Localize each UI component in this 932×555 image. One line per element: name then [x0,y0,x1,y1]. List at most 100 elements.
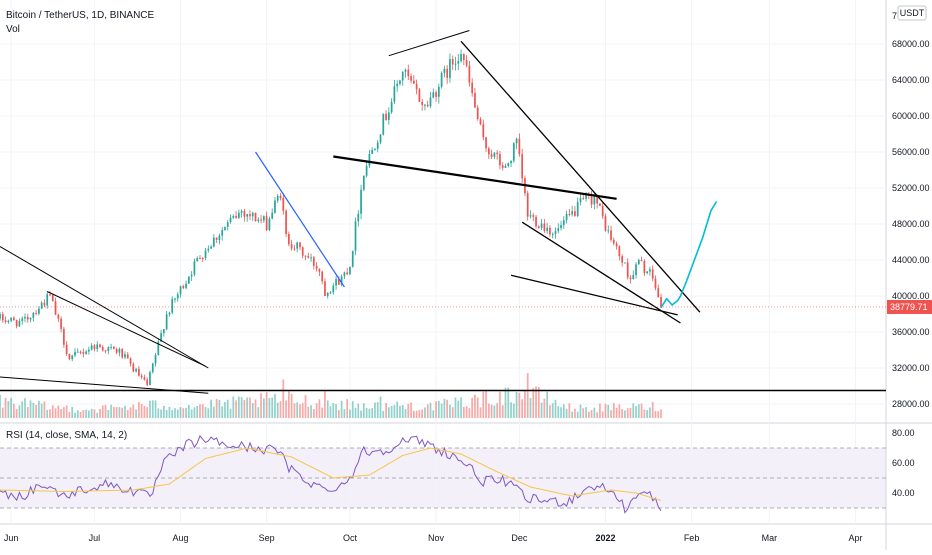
candle-body [232,215,235,218]
candle-body [426,104,429,107]
candle-body [337,278,340,285]
candle-body [268,218,271,231]
candle-body [374,148,376,150]
volume-bar [632,403,635,418]
candle-body [615,243,618,247]
candle-body [326,292,329,297]
volume-bar [29,400,32,418]
candle-body [385,113,387,120]
candle-body [193,261,196,275]
candle-body [49,294,51,296]
volume-bar [660,409,662,418]
volume-bar [140,403,143,418]
volume-bar [54,408,57,418]
volume-bar [615,407,618,418]
candle-body [604,216,607,231]
volume-bar [332,403,335,418]
price-tick-label-top: 7 [892,11,897,21]
candle-body [482,124,485,138]
volume-bar [393,404,396,418]
grid-layer [0,0,886,524]
volume-bar [524,390,526,418]
volume-bar [482,391,485,418]
candle-body [371,149,374,154]
candle-body [535,216,537,227]
volume-bar [337,410,340,418]
candle-body [4,320,7,323]
candle-body [121,348,124,358]
candle-body [126,354,129,359]
volume-bar [226,399,229,418]
candle-body [215,237,218,240]
volume-bar [596,412,599,418]
candle-body [76,351,79,353]
volume-bar [43,401,46,418]
volume-bar [257,407,260,418]
volume-bar [557,406,560,418]
volume-bar [88,410,90,418]
volume-bar [18,405,21,418]
volume-bar [496,403,499,418]
volume-bar [229,408,232,418]
candle-body [190,274,193,277]
candle-body [60,318,62,329]
volume-bar [604,403,607,418]
candle-body [163,329,165,334]
candle-body [493,152,496,157]
blue-trendline [255,151,345,288]
volume-bar [115,407,118,418]
candle-body [260,219,262,221]
candle-body [399,80,401,84]
trendline [333,155,617,200]
last-price-badge [887,299,932,314]
volume-bar [182,408,185,418]
candle-body [46,294,49,306]
candle-body [571,211,574,215]
candle-body [457,61,460,64]
candle-body [593,196,596,205]
time-tick-label: Jul [89,533,101,543]
candle-body [551,233,554,235]
candle-body [113,346,115,349]
price-tick-label: 52000.00 [892,183,930,193]
volume-bar [276,402,279,418]
volume-bar [499,391,501,418]
volume-bar [568,403,571,418]
rsi-title[interactable]: RSI (14, close, SMA, 14, 2) [6,430,128,441]
candle-body [515,138,518,144]
volume-bar [221,406,224,418]
volume-bar [179,407,182,418]
volume-bar [621,409,624,418]
time-tick-label: 2022 [595,533,615,543]
candle-body [626,262,629,278]
candle-body [660,297,662,307]
candle-body [379,134,382,143]
chart-title[interactable]: Bitcoin / TetherUS, 1D, BINANCE [6,10,155,21]
volume-bar [346,399,349,418]
volume-bar [151,400,154,418]
candle-body [124,354,126,358]
candle-body [485,137,487,149]
candle-body [560,225,562,229]
volume-label[interactable]: Vol [6,24,20,35]
volume-bar [268,398,271,418]
volume-bar [176,409,179,418]
candle-body [440,72,443,87]
volume-bar [379,396,382,418]
volume-bar [357,403,360,418]
candle-body [82,352,85,354]
candle-body [15,320,18,327]
candle-body [296,242,299,249]
volume-bar [218,399,221,418]
candles-layer [0,49,662,387]
candle-body [324,281,326,297]
trendlines-layer[interactable] [0,30,886,394]
volume-bar [251,403,254,418]
volume-bar [24,398,26,418]
volume-bar [582,408,585,418]
candle-body [362,175,365,190]
volume-bar [629,407,632,418]
